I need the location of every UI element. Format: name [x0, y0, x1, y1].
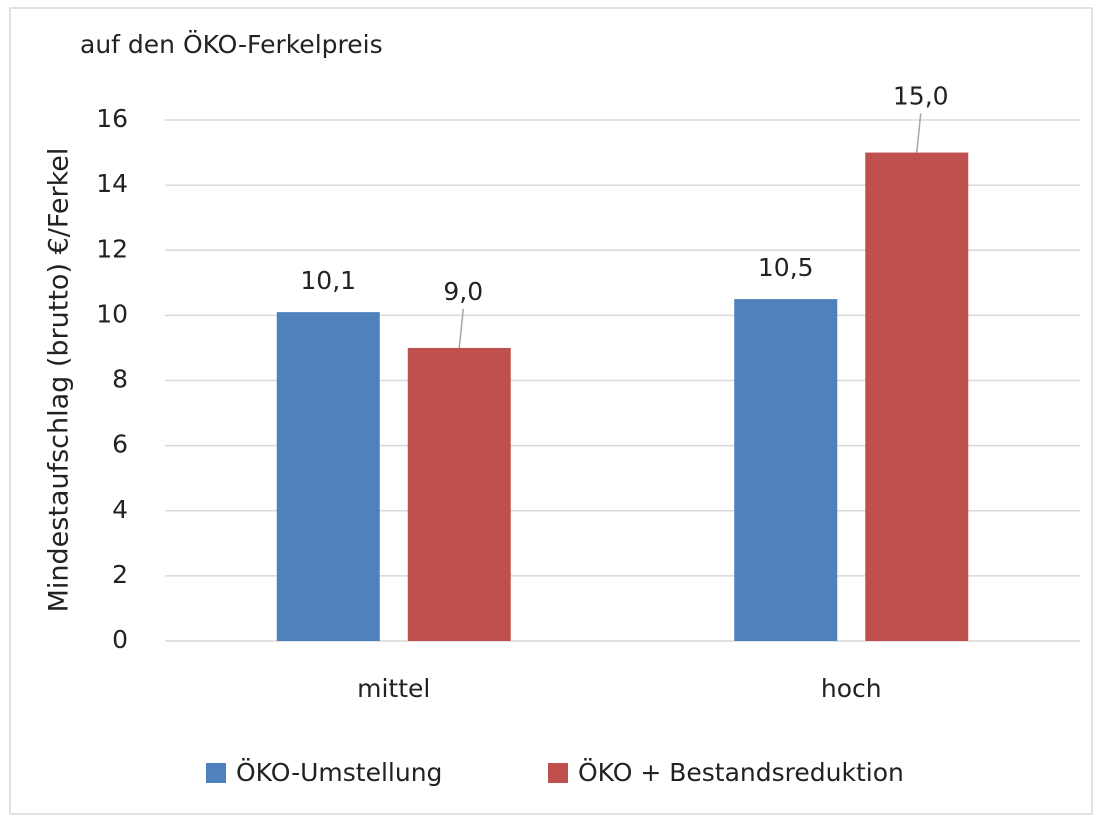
bar [865, 152, 969, 641]
x-tick-label: mittel [357, 674, 430, 703]
y-tick-label: 16 [96, 104, 128, 133]
legend-swatch [548, 763, 568, 783]
legend-label: ÖKO-Umstellung [236, 758, 442, 787]
data-label: 9,0 [443, 277, 483, 306]
y-tick-label: 4 [112, 495, 128, 524]
y-tick-label: 2 [112, 560, 128, 589]
chart-title: auf den ÖKO-Ferkelpreis [80, 30, 383, 59]
bar [407, 347, 511, 641]
y-tick-label: 0 [112, 625, 128, 654]
y-tick-label: 12 [96, 234, 128, 263]
x-tick-label: hoch [821, 674, 882, 703]
y-tick-label: 14 [96, 169, 128, 198]
data-label: 10,5 [758, 253, 814, 282]
legend-swatch [206, 763, 226, 783]
y-axis-label: Mindestaufschlag (brutto) €/Ferkel [44, 148, 75, 613]
leader-line [916, 113, 922, 153]
data-label: 15,0 [893, 82, 949, 111]
y-tick-label: 10 [96, 299, 128, 328]
bar [734, 299, 838, 641]
y-tick-label: 8 [112, 365, 128, 394]
leader-line [458, 308, 464, 349]
legend-label: ÖKO + Bestandsreduktion [578, 758, 904, 787]
data-label: 10,1 [300, 266, 356, 295]
y-tick-label: 6 [112, 430, 128, 459]
bar [276, 312, 380, 641]
